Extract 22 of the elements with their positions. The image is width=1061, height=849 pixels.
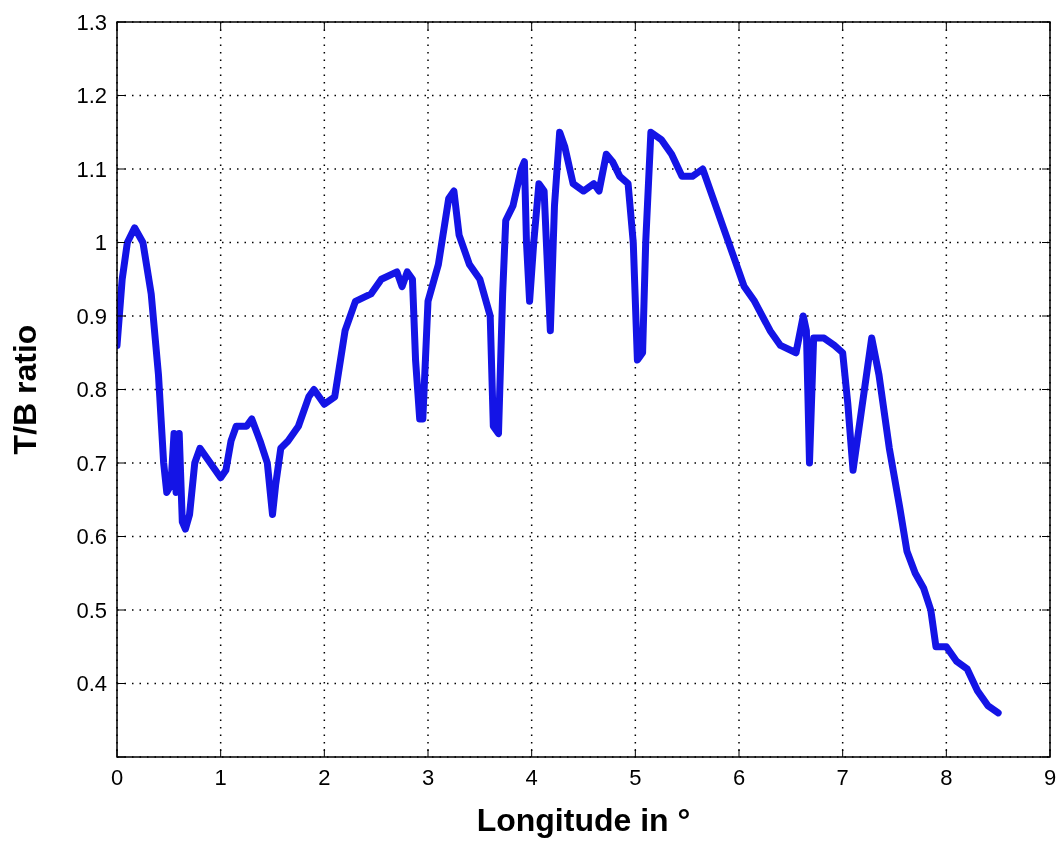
y-tick-label: 0.7 bbox=[76, 450, 107, 476]
x-tick-label: 1 bbox=[214, 765, 227, 790]
x-tick-label: 2 bbox=[318, 765, 331, 790]
x-tick-label: 5 bbox=[629, 765, 642, 790]
y-tick-label: 0.4 bbox=[76, 671, 107, 697]
x-axis-title: Longitude in ° bbox=[476, 802, 691, 838]
y-tick-label: 0.5 bbox=[76, 597, 107, 623]
x-tick-label: 9 bbox=[1043, 765, 1057, 790]
y-tick-label: 1 bbox=[94, 230, 107, 256]
x-tick-label: 0 bbox=[110, 765, 124, 790]
x-tick-label: 8 bbox=[940, 765, 953, 790]
y-tick-label: 0.6 bbox=[76, 524, 107, 550]
y-tick-label: 0.9 bbox=[76, 303, 107, 329]
x-tick-label: 6 bbox=[732, 765, 746, 790]
y-tick-label: 1.2 bbox=[76, 83, 107, 109]
x-tick-label: 7 bbox=[836, 765, 849, 790]
y-axis-title: T/B ratio bbox=[7, 324, 43, 455]
y-tick-label: 0.8 bbox=[76, 377, 107, 403]
x-tick-label: 4 bbox=[525, 765, 538, 790]
y-tick-label: 1.3 bbox=[76, 9, 107, 35]
x-tick-label: 3 bbox=[421, 765, 435, 790]
y-tick-label: 1.1 bbox=[76, 156, 107, 182]
